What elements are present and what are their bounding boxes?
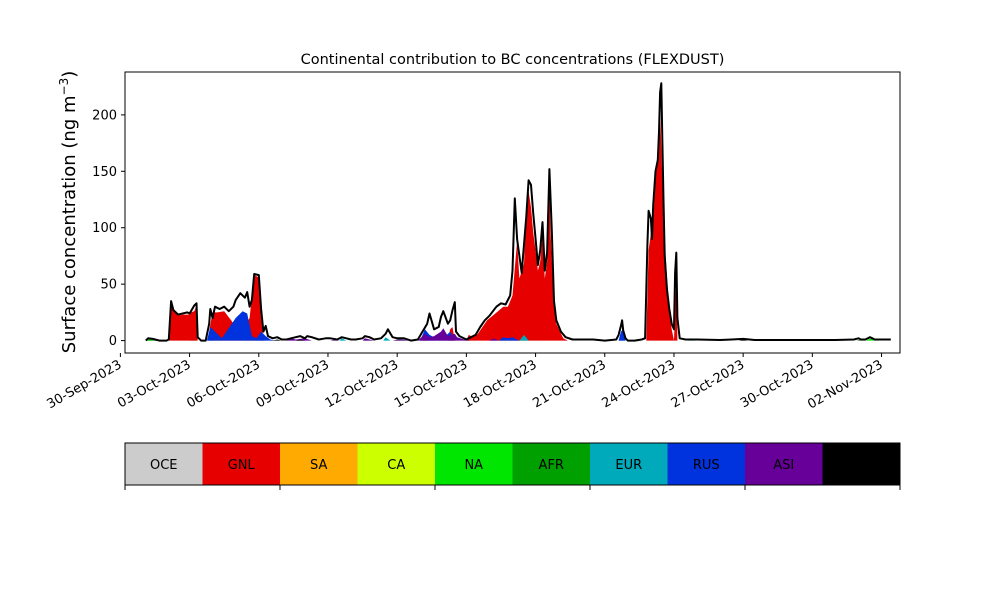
x-tick-label: 27-Oct-2023 <box>669 357 747 411</box>
legend-swatch-na <box>435 443 513 485</box>
legend-label-sa: SA <box>310 458 327 473</box>
chart-title: Continental contribution to BC concentra… <box>301 52 725 68</box>
y-axis-label: Surface concentration (ng m−3) <box>57 71 80 354</box>
x-tick-label: 18-Oct-2023 <box>461 357 539 411</box>
legend-swatch-afr <box>512 443 591 485</box>
legend-label-afr: AFR <box>539 458 564 473</box>
x-axis: 30-Sep-202303-Oct-202306-Oct-202309-Oct-… <box>45 353 886 412</box>
legend-swatch-asi <box>745 443 823 485</box>
y-axis-label-suffix: ) <box>59 71 80 78</box>
stacked-area-layers <box>145 109 880 341</box>
legend-label-asi: ASI <box>773 458 794 473</box>
x-tick-label: 24-Oct-2023 <box>600 357 678 411</box>
total-concentration-outline <box>145 82 891 342</box>
y-tick-label: 100 <box>92 221 117 236</box>
x-tick-label: 30-Oct-2023 <box>738 357 816 411</box>
x-tick-label: 03-Oct-2023 <box>115 357 193 411</box>
region-colorbar-legend: OCE GNL SA CA NA AFR EUR RUS ASI AUS <box>124 442 901 490</box>
x-tick-label: 30-Sep-2023 <box>45 357 125 412</box>
legend-label-aus: AUS <box>848 458 875 473</box>
legend-swatch-gnl <box>202 443 281 485</box>
legend-swatch-sa <box>280 443 358 485</box>
x-tick-label: 15-Oct-2023 <box>392 357 470 411</box>
legend-label-rus: RUS <box>693 458 720 473</box>
y-tick-label: 50 <box>100 278 117 293</box>
y-axis-label-main: Surface concentration (ng m <box>59 95 80 353</box>
legend-label-oce: OCE <box>150 458 178 473</box>
area-gnl <box>168 109 678 341</box>
x-tick-label: 06-Oct-2023 <box>184 357 262 411</box>
x-tick-label: 21-Oct-2023 <box>530 357 608 411</box>
legend-swatch-eur <box>590 443 668 485</box>
legend-label-na: NA <box>464 458 483 473</box>
legend-label-gnl: GNL <box>228 458 256 473</box>
legend-swatch-oce <box>125 443 203 485</box>
y-tick-label: 200 <box>92 108 117 123</box>
legend-swatch-aus <box>822 443 901 485</box>
legend-swatch-rus <box>667 443 746 485</box>
y-tick-label: 0 <box>109 334 117 349</box>
legend-swatch-ca <box>357 443 436 485</box>
colorbar-frame <box>124 442 901 486</box>
legend-label-eur: EUR <box>615 458 642 473</box>
plot-area-frame <box>124 71 901 354</box>
y-axis-label-superscript: −3 <box>57 78 71 96</box>
y-tick-label: 150 <box>92 165 117 180</box>
area-rus <box>206 311 626 341</box>
y-axis: 0 50 100 150 200 <box>92 108 125 349</box>
legend-label-ca: CA <box>387 458 405 473</box>
x-tick-label: 02-Nov-2023 <box>805 357 885 412</box>
x-tick-label: 12-Oct-2023 <box>323 357 401 411</box>
area-asi <box>286 328 499 341</box>
x-tick-label: 09-Oct-2023 <box>254 357 332 411</box>
